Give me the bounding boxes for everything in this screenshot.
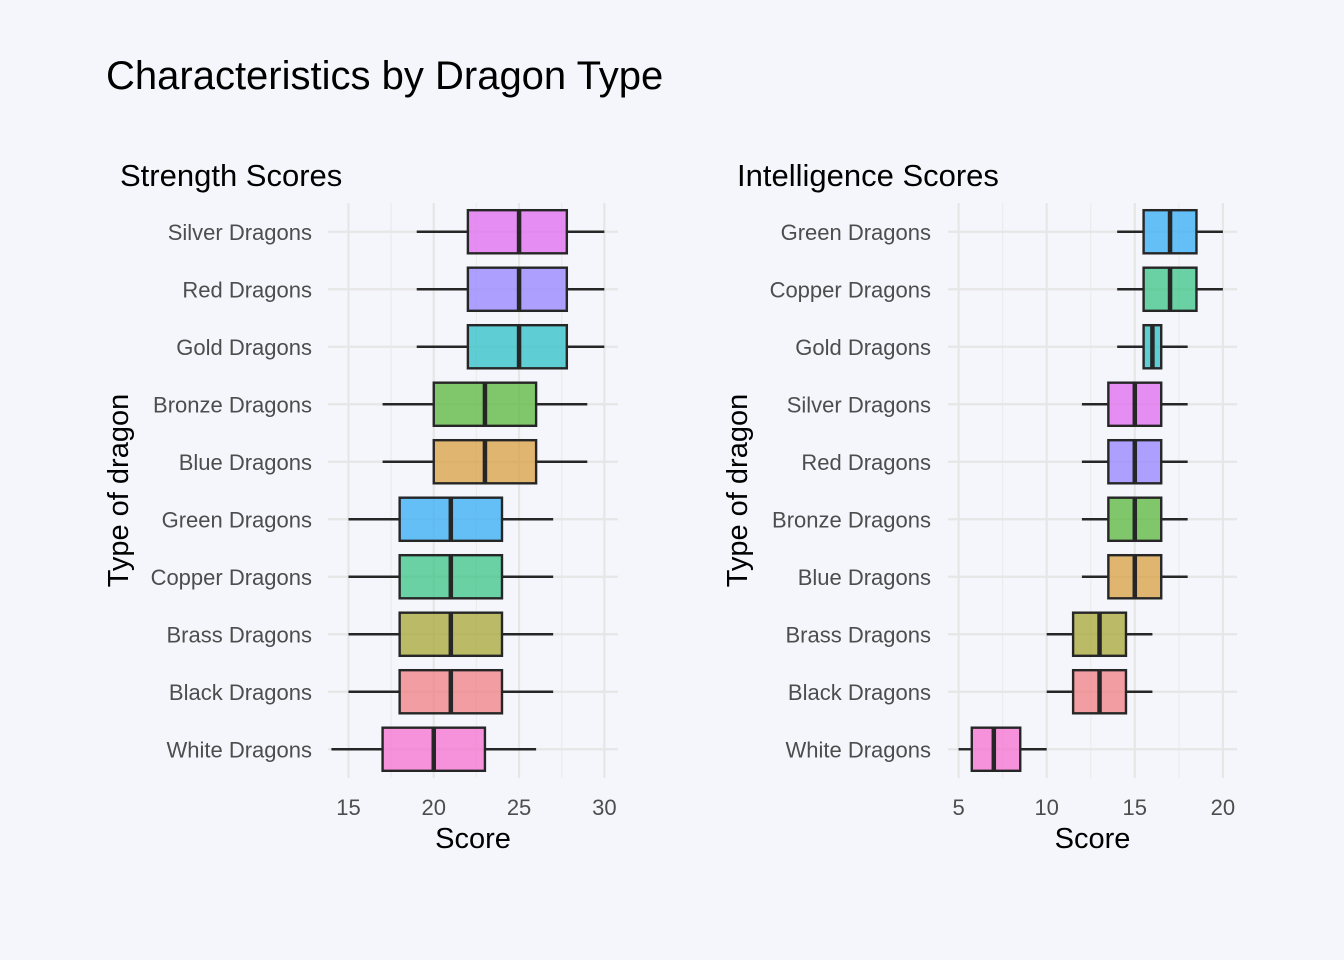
y-tick-label: Copper Dragons <box>770 277 931 302</box>
y-tick-label: Red Dragons <box>801 450 931 475</box>
y-tick-label: Brass Dragons <box>166 622 312 647</box>
x-axis-title: Score <box>1055 823 1131 855</box>
x-axis-title: Score <box>435 823 511 855</box>
intelligence-panel: Intelligence Scores 5 10 15 20 White Dragons B… <box>722 158 1237 855</box>
panel-title: Strength Scores <box>120 158 342 193</box>
y-tick-label: Red Dragons <box>182 277 312 302</box>
x-tick-label: 30 <box>592 795 616 820</box>
y-tick-label: White Dragons <box>166 737 312 762</box>
x-tick-label: 25 <box>507 795 531 820</box>
panel-title: Intelligence Scores <box>737 158 999 193</box>
y-tick-label: Black Dragons <box>788 680 931 705</box>
y-tick-label: Bronze Dragons <box>772 507 931 532</box>
x-tick-label: 10 <box>1034 795 1058 820</box>
x-tick-label: 20 <box>1211 795 1235 820</box>
x-tick-label: 5 <box>952 795 964 820</box>
y-tick-label: Blue Dragons <box>179 450 312 475</box>
y-tick-label: Green Dragons <box>781 220 931 245</box>
y-tick-label: Brass Dragons <box>785 622 931 647</box>
y-tick-label: White Dragons <box>785 737 931 762</box>
y-tick-label: Green Dragons <box>162 507 312 532</box>
y-tick-label: Bronze Dragons <box>153 392 312 417</box>
y-tick-label: Gold Dragons <box>176 335 312 360</box>
y-tick-label: Silver Dragons <box>168 220 312 245</box>
y-axis-title: Type of dragon <box>722 394 754 587</box>
y-tick-label: Gold Dragons <box>795 335 931 360</box>
y-axis-title: Type of dragon <box>103 394 135 587</box>
strength-panel: Strength Scores 15 20 25 30 White Dragons Blac… <box>103 158 618 855</box>
y-tick-label: Blue Dragons <box>798 565 931 590</box>
y-tick-label: Copper Dragons <box>151 565 312 590</box>
y-tick-label: Black Dragons <box>169 680 312 705</box>
x-tick-label: 15 <box>336 795 360 820</box>
x-tick-label: 15 <box>1123 795 1147 820</box>
x-tick-label: 20 <box>422 795 446 820</box>
chart-title: Characteristics by Dragon Type <box>106 54 663 98</box>
y-tick-label: Silver Dragons <box>787 392 931 417</box>
